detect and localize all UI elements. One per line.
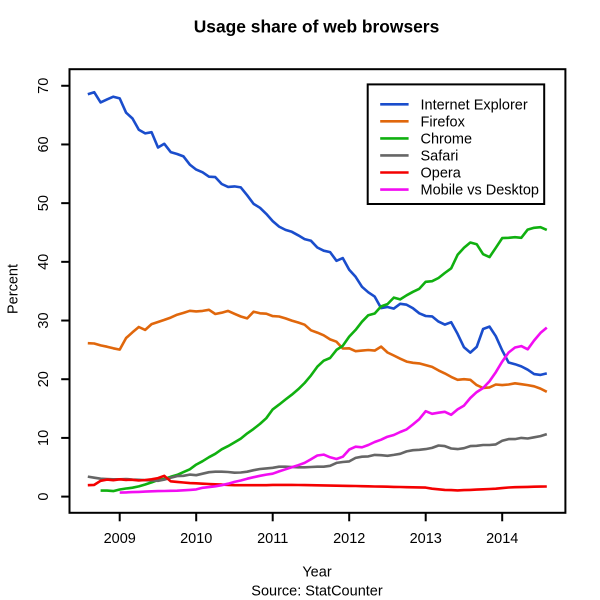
svg-text:2013: 2013 <box>410 531 442 547</box>
svg-text:Safari: Safari <box>421 148 459 164</box>
svg-text:70: 70 <box>36 78 52 94</box>
svg-text:2012: 2012 <box>333 531 365 547</box>
svg-text:Firefox: Firefox <box>421 114 466 130</box>
svg-text:Source: StatCounter: Source: StatCounter <box>251 584 383 600</box>
svg-text:Chrome: Chrome <box>421 131 473 147</box>
svg-text:2011: 2011 <box>257 531 288 547</box>
svg-text:50: 50 <box>36 195 52 211</box>
svg-text:0: 0 <box>36 493 52 501</box>
svg-text:40: 40 <box>36 254 52 270</box>
svg-text:Opera: Opera <box>421 166 462 182</box>
svg-text:2010: 2010 <box>180 531 212 547</box>
svg-text:60: 60 <box>36 136 52 152</box>
svg-text:30: 30 <box>36 312 52 328</box>
svg-text:Internet Explorer: Internet Explorer <box>421 97 528 113</box>
svg-text:Year: Year <box>302 564 331 580</box>
svg-text:Usage share of web browsers: Usage share of web browsers <box>194 16 440 36</box>
svg-text:20: 20 <box>36 371 52 387</box>
svg-text:Mobile vs Desktop: Mobile vs Desktop <box>421 183 539 199</box>
svg-text:10: 10 <box>36 430 52 446</box>
svg-text:Percent: Percent <box>6 264 22 314</box>
svg-text:2009: 2009 <box>104 531 136 547</box>
svg-text:2014: 2014 <box>486 531 518 547</box>
